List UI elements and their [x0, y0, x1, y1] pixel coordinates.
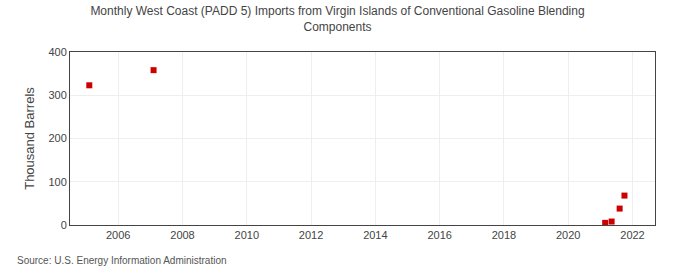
svg-text:2020: 2020	[556, 229, 580, 241]
svg-text:Thousand Barrels: Thousand Barrels	[22, 87, 37, 190]
svg-text:2014: 2014	[363, 229, 387, 241]
svg-text:300: 300	[48, 89, 66, 101]
svg-text:400: 400	[48, 46, 66, 58]
svg-text:2008: 2008	[170, 229, 194, 241]
svg-text:Source: U.S. Energy Informatio: Source: U.S. Energy Information Administ…	[17, 255, 227, 266]
svg-text:2016: 2016	[427, 229, 451, 241]
svg-text:2010: 2010	[235, 229, 259, 241]
svg-text:Monthly West Coast (PADD 5) Im: Monthly West Coast (PADD 5) Imports from…	[90, 4, 584, 34]
svg-text:0: 0	[61, 219, 67, 231]
svg-text:2018: 2018	[492, 229, 516, 241]
svg-text:2012: 2012	[299, 229, 323, 241]
svg-text:100: 100	[48, 176, 66, 188]
svg-text:2006: 2006	[106, 229, 130, 241]
svg-text:2022: 2022	[620, 229, 644, 241]
svg-text:200: 200	[48, 132, 66, 144]
